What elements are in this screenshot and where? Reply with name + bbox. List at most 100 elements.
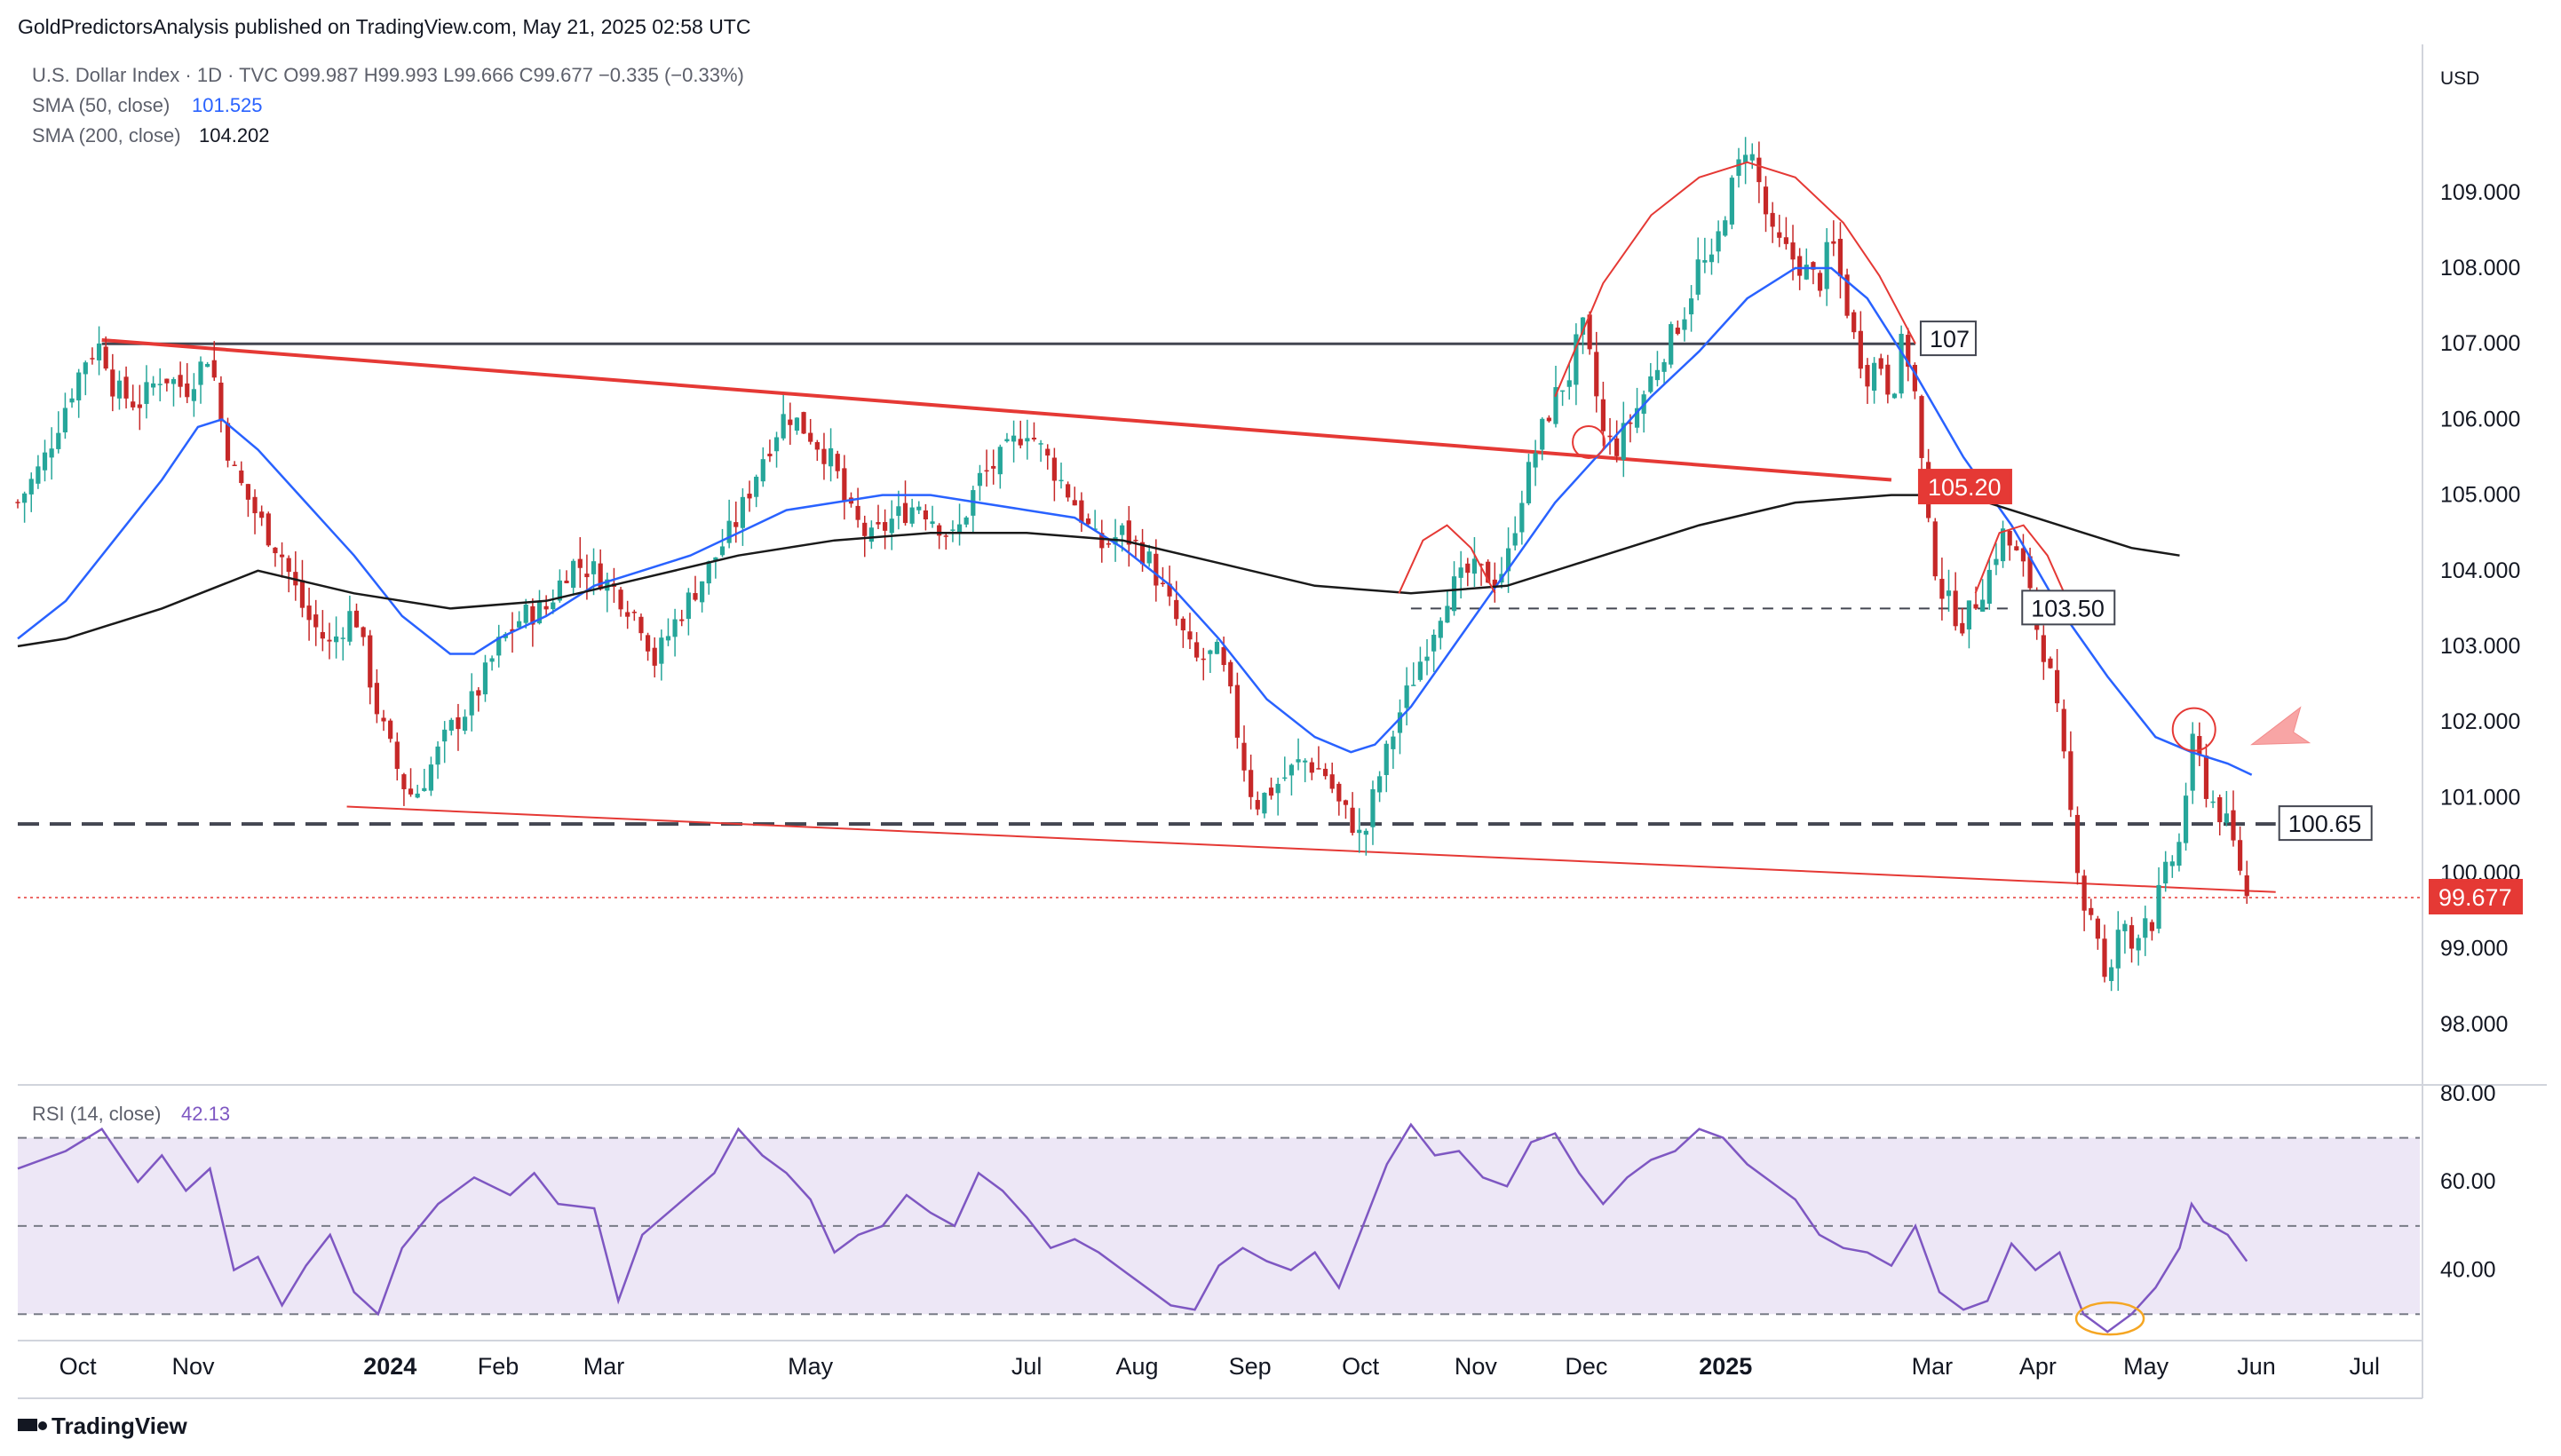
candle-body [327, 639, 332, 642]
candle-body [1194, 642, 1200, 658]
candle-body [1045, 448, 1051, 456]
candle-body [56, 432, 61, 449]
sma200-legend: SMA (200, close) [32, 124, 181, 146]
candle-body [1824, 241, 1829, 289]
candle-body [1377, 776, 1383, 793]
candle-body [956, 524, 963, 534]
y-tick-label: 98.000 [2440, 1012, 2508, 1037]
candle-body [1661, 361, 1667, 372]
candle-body [1079, 500, 1084, 523]
candle-body [462, 716, 468, 732]
candle-body [164, 378, 170, 384]
candle-body [876, 522, 881, 525]
candle-body [205, 363, 210, 368]
candle-body [584, 574, 590, 578]
sma50-line [17, 266, 2253, 776]
candle-body [1688, 298, 1694, 315]
candle-body [598, 563, 603, 590]
candle-body [754, 476, 759, 497]
candle-body [1743, 154, 1748, 163]
candle-body [178, 375, 183, 387]
rsi-oversold-circle [2074, 1301, 2145, 1336]
candle-body [883, 522, 888, 531]
candle-body [456, 716, 461, 730]
tradingview-brand: TradingView [52, 1412, 187, 1439]
label-107: 107 [1930, 326, 1970, 352]
candle-body [1282, 777, 1288, 779]
candle-body [896, 506, 901, 517]
candle-body [381, 717, 386, 722]
candle-body [1417, 661, 1423, 680]
candle-body [1154, 553, 1159, 586]
candle-body [1411, 684, 1416, 686]
candle-body [1106, 543, 1112, 545]
candle-body [1574, 334, 1579, 385]
candle-body [1011, 435, 1017, 442]
candle-body [1716, 231, 1721, 252]
candle-body [1519, 502, 1525, 533]
candle-body [1288, 764, 1295, 776]
rsi-line [17, 1122, 2248, 1333]
candle-body [517, 621, 522, 628]
candle-body [523, 604, 528, 623]
candle-body [652, 647, 657, 666]
candle-body [1471, 558, 1478, 574]
y-tick-label: 106.000 [2440, 407, 2520, 431]
candle-body [631, 612, 637, 613]
candle-body [137, 404, 142, 408]
candle-body [1492, 579, 1497, 588]
tradingview-logo-icon [18, 1419, 37, 1431]
candle-body [245, 484, 251, 500]
candle-body [564, 581, 569, 583]
candle-body [1763, 186, 1769, 215]
candle-body [448, 719, 454, 731]
candle-body [252, 496, 258, 514]
candle-body [1675, 328, 1680, 335]
published-header: GoldPredictorsAnalysis published on Trad… [18, 15, 750, 38]
rsi-legend: RSI (14, close) [32, 1103, 162, 1125]
candle-body [489, 658, 495, 662]
candle-body [116, 380, 123, 399]
candle-body [740, 496, 746, 528]
candle-body [1038, 443, 1043, 445]
x-tick-label: 2024 [363, 1353, 416, 1380]
candle-body [1878, 358, 1883, 369]
candle-body [232, 464, 237, 466]
candle-body [334, 636, 339, 643]
candle-body [1228, 661, 1233, 687]
candle-body [557, 580, 562, 601]
x-tick-label: May [788, 1353, 834, 1380]
candle-body [69, 398, 75, 403]
x-tick-label: Jul [1011, 1353, 1043, 1380]
candle-body [103, 346, 108, 369]
candle-body [299, 580, 305, 608]
candle-body [835, 454, 840, 471]
candle-body [368, 635, 373, 688]
label-100-65-box [2278, 805, 2373, 842]
candle-body [1865, 365, 1870, 387]
candle-body [2089, 907, 2094, 915]
candle-body [1614, 438, 1620, 456]
candle-body [1275, 783, 1280, 794]
candle-body [1241, 742, 1247, 771]
candle-body [2143, 918, 2148, 938]
candle-body [1837, 239, 1843, 277]
candle-body [1912, 365, 1917, 392]
lower-trendline [346, 805, 2276, 893]
candle-body [1004, 439, 1010, 442]
candle-body [1634, 408, 1640, 428]
candle-body [733, 522, 739, 527]
candle-body [1451, 576, 1457, 612]
candle-body [2231, 810, 2236, 841]
candle-body [618, 590, 623, 610]
candle-body [2048, 658, 2053, 669]
x-tick-label: May [2123, 1353, 2169, 1380]
candle-body [794, 417, 800, 431]
candle-body [1336, 783, 1342, 802]
x-tick-label: Oct [1342, 1353, 1380, 1380]
candle-body [828, 447, 834, 467]
candle-body [2190, 733, 2195, 791]
candle-body [591, 561, 597, 574]
candle-body [2055, 669, 2060, 704]
